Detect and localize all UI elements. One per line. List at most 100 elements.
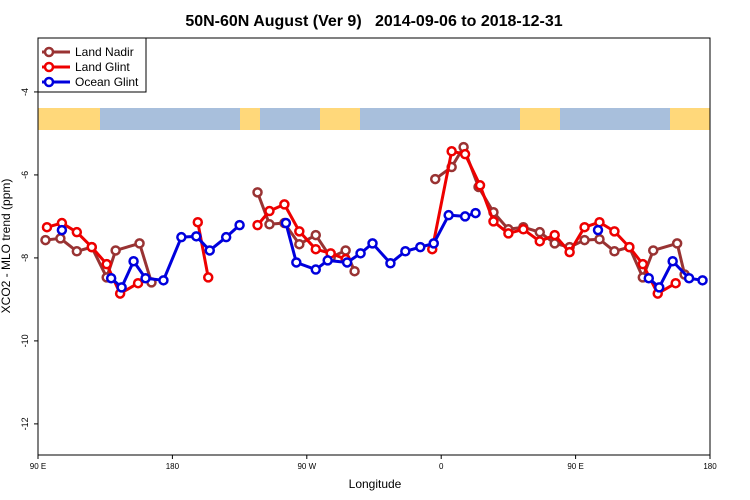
data-point [252, 187, 263, 198]
data-point [549, 238, 560, 249]
map-ocean [100, 108, 240, 130]
legend-label: Land Nadir [75, 45, 134, 59]
data-point [594, 233, 605, 245]
data-point [564, 246, 575, 258]
x-tick-label: 180 [703, 462, 717, 471]
data-point [518, 224, 529, 235]
plot-frame [37, 37, 711, 456]
data-point [683, 272, 695, 284]
data-point [310, 264, 322, 275]
data-point [310, 243, 322, 255]
map-strip [38, 108, 710, 130]
legend-marker [43, 46, 55, 58]
data-point [446, 146, 457, 157]
data-point [671, 238, 683, 249]
data-point [294, 226, 305, 237]
data-point [55, 233, 66, 244]
y-tick-label: -10 [20, 334, 30, 347]
data-point [670, 277, 681, 289]
data-point [579, 234, 590, 246]
data-point [71, 226, 83, 238]
data-point [429, 173, 441, 185]
data-point [653, 282, 665, 293]
data-point [474, 180, 486, 191]
data-point [264, 219, 275, 230]
data-point [428, 238, 439, 249]
data-point [86, 241, 98, 253]
data-point [534, 226, 546, 238]
legend-marker [43, 61, 55, 73]
data-point [579, 221, 590, 233]
legend-marker [43, 76, 55, 88]
data-point [470, 207, 481, 219]
data-point [41, 221, 53, 233]
data-point [264, 205, 275, 217]
data-point [110, 245, 121, 256]
data-point [105, 272, 117, 284]
data-point [592, 224, 604, 236]
y-tick-label: -8 [20, 254, 30, 262]
data-point [340, 245, 351, 256]
data-point [459, 148, 471, 160]
y-tick-label: -4 [20, 88, 30, 96]
data-point [609, 246, 620, 257]
data-point [280, 217, 292, 229]
data-point [310, 229, 322, 241]
data-point [503, 228, 514, 239]
data-point [116, 282, 127, 293]
x-tick-label: 0 [439, 462, 444, 471]
data-point [385, 258, 396, 269]
data-point [341, 257, 353, 268]
x-tick-label: 90 E [30, 462, 46, 471]
data-point [637, 258, 649, 270]
y-tick-label: -6 [20, 171, 30, 179]
legend-label: Ocean Glint [75, 75, 139, 89]
data-point [234, 219, 245, 231]
data-point [279, 199, 290, 210]
data-point [549, 229, 560, 241]
data-point [624, 241, 635, 253]
data-point [415, 241, 426, 253]
data-point [609, 226, 620, 237]
map-ocean [560, 108, 670, 130]
map-ocean [360, 108, 520, 130]
map-ocean [260, 108, 320, 130]
x-tick-label: 90 E [567, 462, 583, 471]
data-point [322, 255, 333, 266]
data-point [191, 231, 202, 242]
data-point [56, 224, 68, 236]
data-point [667, 255, 678, 267]
data-point [220, 231, 232, 243]
data-point [643, 272, 655, 284]
data-point [355, 248, 366, 259]
data-point [294, 238, 305, 250]
data-point [202, 272, 214, 283]
data-point [140, 272, 151, 284]
chart-title: 50N-60N August (Ver 9) 2014-09-06 to 201… [185, 13, 562, 30]
data-point [204, 245, 215, 256]
data-point [192, 216, 204, 228]
y-tick-label: -12 [20, 417, 30, 430]
data-point [697, 275, 708, 286]
data-point [40, 234, 51, 246]
x-tick-label: 90 W [297, 462, 316, 471]
y-axis-label: XCO2 - MLO trend (ppm) [0, 179, 13, 314]
legend-label: Land Glint [75, 60, 130, 74]
data-point [252, 219, 263, 231]
data-point [291, 257, 302, 268]
data-point [443, 209, 454, 221]
data-point [400, 246, 411, 257]
data-point [134, 238, 145, 249]
x-axis-label: Longitude [349, 477, 402, 491]
series-line [45, 145, 687, 283]
data-point [158, 275, 169, 286]
data-point [534, 236, 546, 247]
x-tick-label: 180 [166, 462, 180, 471]
data-point [648, 245, 659, 256]
data-point [132, 277, 144, 289]
data-point [367, 238, 378, 249]
data-point [459, 211, 471, 222]
data-point [71, 246, 83, 257]
data-point [128, 255, 139, 267]
